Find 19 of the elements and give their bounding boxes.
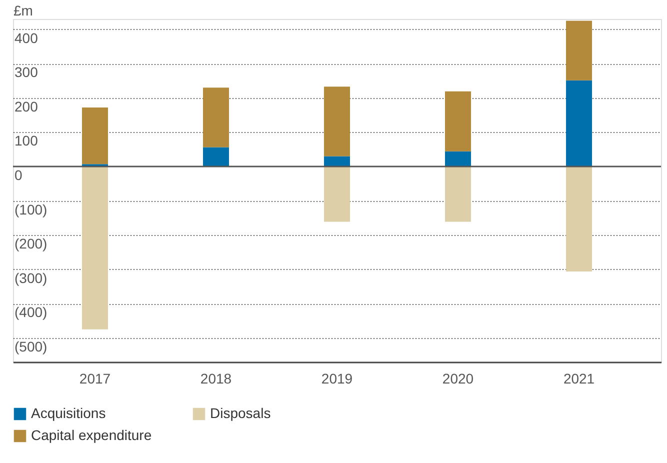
y-tick-label: (400): [14, 304, 48, 320]
x-tick-label: 2017: [79, 370, 111, 386]
y-tick-label: (100): [14, 201, 48, 218]
y-tick-label: 400: [14, 30, 38, 46]
y-axis-title: £m: [14, 2, 33, 18]
y-tick-label: 200: [14, 98, 38, 114]
legend-label: Disposals: [210, 405, 271, 421]
x-tick-label: 2018: [200, 370, 232, 386]
legend-label: Acquisitions: [31, 405, 106, 421]
y-tick-label: (300): [14, 270, 48, 286]
y-tick-label: 300: [14, 64, 38, 80]
y-tick-label: (500): [14, 338, 48, 354]
legend-label: Capital expenditure: [31, 427, 152, 443]
x-tick-label: 2019: [321, 370, 353, 386]
x-tick-label: 2020: [442, 370, 474, 386]
x-tick-label: 2021: [563, 370, 595, 386]
y-tick-label: (200): [14, 236, 48, 252]
y-tick-label: 0: [14, 166, 22, 183]
y-tick-label: 100: [14, 132, 38, 149]
